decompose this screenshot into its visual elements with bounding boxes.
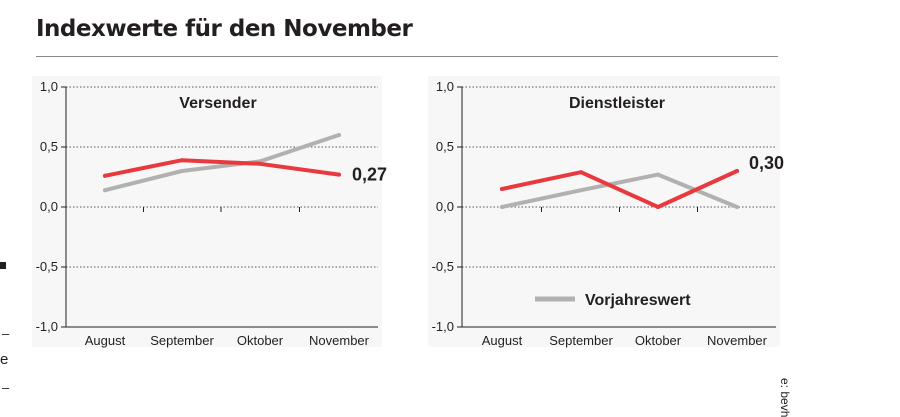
y-tick-label: 1,0	[40, 79, 58, 94]
data-point-current	[337, 172, 341, 177]
series-line-previous-year	[103, 133, 341, 193]
chart-panel-dienstleister: 1,0 0,5 0,0 -0,5 -1,0 August September Oktober N…	[428, 76, 784, 348]
x-tick-label: August	[85, 333, 126, 348]
data-point-previous-year	[656, 172, 660, 177]
chart-title: Indexwerte für den November	[36, 16, 413, 42]
legend-label: Vorjahreswert	[585, 292, 691, 309]
x-tick-label: August	[482, 333, 523, 348]
panel-background	[32, 76, 382, 347]
x-tick-label: November	[309, 333, 370, 348]
data-point-previous-year	[337, 133, 341, 137]
data-point-current	[500, 187, 504, 191]
data-point-current	[103, 173, 107, 178]
value-annotation: 0,30	[749, 153, 784, 173]
margin-letter: e	[0, 351, 8, 368]
y-tick-label: 0,0	[436, 199, 454, 214]
data-point-previous-year	[579, 188, 583, 193]
margin-dash-1: –	[2, 326, 10, 341]
margin-dash-2: –	[2, 380, 10, 395]
x-tick-label: September	[150, 333, 214, 348]
series-line-current	[103, 158, 341, 178]
y-tick-label: -0,5	[432, 259, 454, 274]
margin-bullet	[0, 262, 6, 269]
panel-title: Dienstleister	[569, 95, 665, 112]
x-tick-label: September	[549, 333, 613, 348]
data-point-current	[258, 161, 262, 166]
left-margin-fragments: – e –	[0, 262, 10, 395]
title-divider	[36, 56, 778, 57]
y-tick-label: -0,5	[36, 259, 58, 274]
panel-background	[428, 76, 780, 347]
data-point-current	[656, 205, 660, 209]
y-tick-label: -1,0	[36, 319, 58, 334]
y-tick-label: 1,0	[436, 79, 454, 94]
data-point-previous-year	[180, 169, 184, 173]
data-point-current	[180, 158, 184, 163]
data-point-current	[579, 170, 583, 175]
panel-title: Versender	[179, 95, 256, 112]
data-point-previous-year	[103, 188, 107, 193]
data-point-previous-year	[500, 205, 504, 209]
data-point-previous-year	[735, 205, 739, 209]
x-tick-label: Oktober	[635, 333, 682, 348]
y-tick-label: 0,5	[436, 139, 454, 154]
source-credit: e: bevh	[778, 378, 792, 417]
x-tick-label: Oktober	[237, 333, 284, 348]
series-line-current	[500, 169, 739, 209]
data-point-current	[735, 169, 739, 173]
chart-panel-versender: 1,0 0,5 0,0 -0,5 -1,0 August September Oktober N…	[32, 76, 387, 348]
x-tick-label: November	[707, 333, 768, 348]
y-tick-label: -1,0	[432, 319, 454, 334]
value-annotation: 0,27	[352, 165, 387, 185]
y-tick-label: 0,5	[40, 139, 58, 154]
y-tick-label: 0,0	[40, 199, 58, 214]
